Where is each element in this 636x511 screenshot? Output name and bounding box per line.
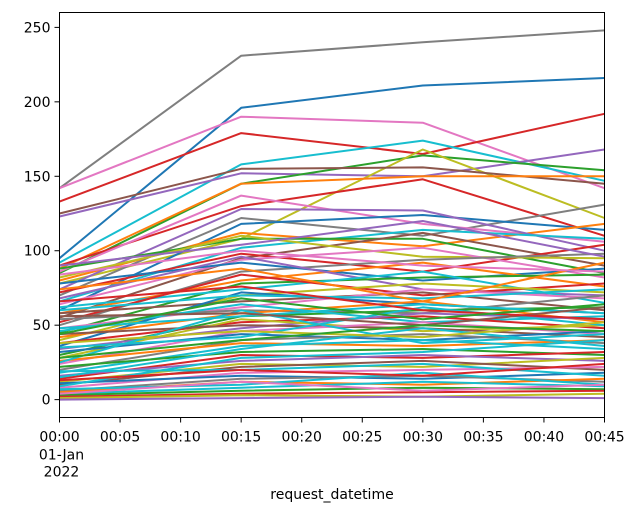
y-tick-label: 0: [42, 393, 51, 409]
series-line: [59, 321, 605, 345]
series-line: [59, 303, 605, 333]
series-line: [59, 288, 605, 312]
series-line: [59, 339, 605, 388]
x-axis-label: request_datetime: [270, 487, 393, 503]
series-line: [59, 303, 605, 330]
series-line: [59, 339, 605, 362]
series-line: [59, 208, 605, 291]
x-tick-label: 00:25: [342, 430, 382, 446]
series-line: [59, 306, 605, 327]
series-line: [59, 351, 605, 380]
series-line: [59, 175, 605, 270]
series-line: [59, 148, 605, 285]
series-line: [59, 348, 605, 368]
series-line: [59, 139, 605, 264]
series-lines: [58, 29, 605, 401]
x-tick-label: 00:10: [160, 430, 200, 446]
x-tick-label: 00:30: [403, 430, 443, 446]
series-line: [59, 261, 605, 303]
series-line: [59, 354, 605, 377]
series-line: [59, 246, 605, 306]
series-line: [59, 389, 605, 398]
series-line: [59, 220, 605, 267]
series-line: [59, 115, 605, 190]
series-line: [59, 380, 605, 395]
plot-frame: [59, 12, 605, 418]
x-date-label: 01-Jan: [39, 448, 84, 464]
series-line: [59, 112, 605, 203]
y-tick-label: 100: [24, 244, 51, 260]
series-line: [59, 395, 605, 401]
series-line: [59, 324, 605, 359]
series-line: [59, 249, 605, 276]
y-tick-label: 50: [33, 318, 51, 334]
x-tick-label: 00:45: [584, 430, 624, 446]
x-tick-label: 00:15: [221, 430, 261, 446]
series-line: [59, 380, 605, 395]
series-line: [59, 297, 605, 336]
y-tick-label: 150: [24, 169, 51, 185]
series-line: [59, 392, 605, 400]
x-tick-label: 00:00: [39, 430, 79, 446]
x-date-label: 2022: [44, 465, 80, 481]
series-line: [59, 327, 605, 379]
x-tick-label: 00:35: [463, 430, 503, 446]
y-axis: 0 50 100 150 200 250: [24, 20, 60, 409]
series-line: [59, 154, 605, 274]
x-axis: 00:00 00:05 00:10 00:15 00:20 00:25 00:30 00:35…: [39, 417, 625, 481]
series-line: [59, 255, 605, 300]
series-line: [58, 29, 605, 190]
x-tick-label: 00:05: [100, 430, 140, 446]
series-line: [59, 178, 605, 267]
y-tick-label: 200: [24, 95, 51, 111]
x-tick-label: 00:40: [524, 430, 564, 446]
series-line: [59, 362, 605, 382]
series-line: [58, 77, 605, 259]
series-line: [59, 285, 605, 321]
x-tick-label: 00:20: [282, 430, 322, 446]
series-line: [59, 261, 605, 315]
series-line: [59, 214, 605, 312]
y-tick-label: 250: [24, 20, 51, 36]
